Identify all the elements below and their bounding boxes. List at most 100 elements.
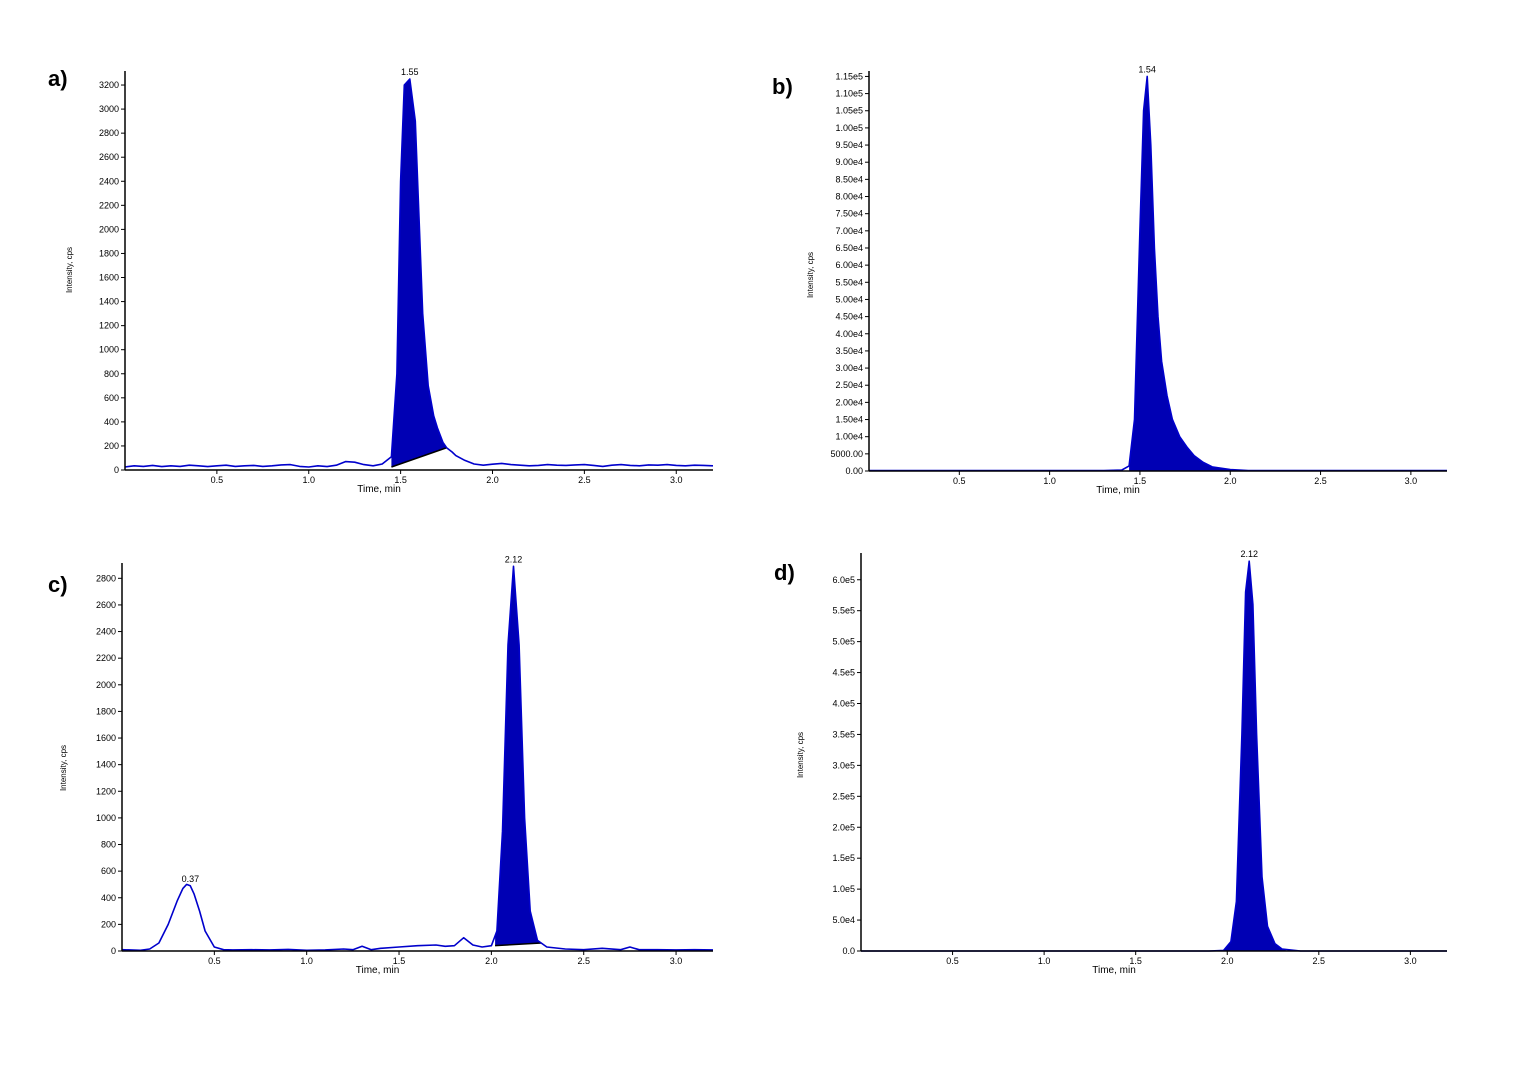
x-tick-label: 3.0 xyxy=(1405,476,1418,486)
y-tick-label: 1600 xyxy=(96,733,116,743)
y-axis-label: Intensity, cps xyxy=(59,745,68,791)
chromatogram-chart: 0 200 400 600 800 1000 1200 1400 1600 1800 2000 220… xyxy=(59,554,714,976)
x-tick-label: 2.5 xyxy=(1313,956,1326,966)
y-tick-label: 2000 xyxy=(96,680,116,690)
integrated-peak-area xyxy=(391,79,447,467)
y-tick-label: 4.00e4 xyxy=(835,329,863,339)
x-tick-label: 1.5 xyxy=(1134,476,1147,486)
y-tick-label: 2200 xyxy=(96,653,116,663)
y-tick-label: 400 xyxy=(101,893,116,903)
peak-label: 1.54 xyxy=(1138,64,1156,74)
y-tick-label: 1400 xyxy=(99,297,119,307)
x-axis-label: Time, min xyxy=(1092,965,1136,976)
y-tick-label: 2400 xyxy=(99,176,119,186)
y-tick-label: 1.00e4 xyxy=(835,432,863,442)
x-tick-label: 1.5 xyxy=(393,956,406,966)
y-tick-label: 3000 xyxy=(99,104,119,114)
y-tick-label: 2800 xyxy=(99,128,119,138)
y-tick-label: 800 xyxy=(104,369,119,379)
panel-label: b) xyxy=(772,74,793,99)
y-tick-label: 1.10e5 xyxy=(835,89,863,99)
y-tick-label: 2000 xyxy=(99,224,119,234)
y-tick-label: 2.00e4 xyxy=(835,397,863,407)
integration-baseline xyxy=(391,447,447,468)
panel-label: c) xyxy=(48,572,68,597)
x-tick-label: 2.0 xyxy=(1221,956,1234,966)
y-tick-label: 1.15e5 xyxy=(835,71,863,81)
y-tick-label: 600 xyxy=(104,393,119,403)
panel-label: d) xyxy=(774,560,795,585)
chromatogram-panel-d: d) 0.0 5.0e4 1.0e5 1.5e5 2.0e5 2.5e5 3.0e5 3.5e… xyxy=(760,510,1524,1010)
integrated-peak-area xyxy=(1129,82,1240,471)
y-tick-label: 8.50e4 xyxy=(835,174,863,184)
y-tick-label: 2800 xyxy=(96,573,116,583)
y-tick-label: 0.0 xyxy=(842,946,855,956)
y-tick-label: 2600 xyxy=(99,152,119,162)
chromatogram-chart: 0.00 5000.00 1.00e4 1.50e4 2.00e4 2.50e4 3.00e… xyxy=(806,64,1447,496)
chromatogram-trace xyxy=(124,78,714,468)
y-tick-label: 5000.00 xyxy=(830,449,863,459)
x-axis-label: Time, min xyxy=(1096,485,1140,496)
y-tick-label: 1.50e4 xyxy=(835,415,863,425)
chromatogram-panel-c: c) 0 200 400 600 800 1000 1200 1400 1600 1800 2000… xyxy=(0,510,760,1010)
y-tick-label: 4.0e5 xyxy=(832,699,855,709)
x-tick-label: 0.5 xyxy=(946,956,959,966)
y-tick-label: 2.5e5 xyxy=(832,791,855,801)
y-tick-label: 6.0e5 xyxy=(832,575,855,585)
x-tick-label: 2.0 xyxy=(1224,476,1237,486)
chromatogram-panel-a: a) 0 200 400 600 800 1000 1200 1400 1600 1800 2000… xyxy=(0,0,760,510)
y-tick-label: 400 xyxy=(104,417,119,427)
peak-label: 1.55 xyxy=(401,67,419,77)
y-tick-label: 1600 xyxy=(99,273,119,283)
peak-label: 2.12 xyxy=(1240,549,1258,559)
y-tick-label: 1.00e5 xyxy=(835,123,863,133)
y-tick-label: 2.50e4 xyxy=(835,380,863,390)
x-tick-label: 2.5 xyxy=(577,956,590,966)
x-tick-label: 1.0 xyxy=(302,475,315,485)
integrated-peak-area xyxy=(1223,564,1286,951)
chromatogram-chart: 0.0 5.0e4 1.0e5 1.5e5 2.0e5 2.5e5 3.0e5 3.5e5 4.… xyxy=(796,549,1447,976)
y-tick-label: 2.0e5 xyxy=(832,822,855,832)
y-tick-label: 7.00e4 xyxy=(835,226,863,236)
peak-label: 2.12 xyxy=(505,554,523,564)
y-tick-label: 600 xyxy=(101,866,116,876)
y-tick-label: 1800 xyxy=(99,248,119,258)
panel-label: a) xyxy=(48,66,68,91)
y-tick-label: 6.50e4 xyxy=(835,243,863,253)
y-tick-label: 1800 xyxy=(96,706,116,716)
y-tick-label: 1400 xyxy=(96,760,116,770)
y-tick-label: 0.00 xyxy=(845,466,863,476)
x-axis-label: Time, min xyxy=(357,484,401,495)
y-tick-label: 1.0e5 xyxy=(832,884,855,894)
y-tick-label: 9.50e4 xyxy=(835,140,863,150)
y-tick-label: 0 xyxy=(111,946,116,956)
chromatogram-panel-b: b) 0.00 5000.00 1.00e4 1.50e4 2.00e4 2.50e4 3.… xyxy=(760,0,1524,510)
chromatogram-trace xyxy=(868,75,1447,472)
y-axis-label: Intensity, cps xyxy=(796,732,805,778)
y-tick-label: 800 xyxy=(101,840,116,850)
y-tick-label: 2400 xyxy=(96,627,116,637)
y-tick-label: 5.5e5 xyxy=(832,606,855,616)
y-tick-label: 5.00e4 xyxy=(835,294,863,304)
y-tick-label: 1.05e5 xyxy=(835,106,863,116)
x-tick-label: 2.5 xyxy=(1314,476,1327,486)
x-tick-label: 1.5 xyxy=(394,475,407,485)
x-tick-label: 1.5 xyxy=(1129,956,1142,966)
y-tick-label: 2600 xyxy=(96,600,116,610)
x-tick-label: 0.5 xyxy=(208,956,221,966)
x-tick-label: 1.0 xyxy=(1043,476,1056,486)
chromatogram-trace xyxy=(121,565,714,952)
y-tick-label: 2200 xyxy=(99,200,119,210)
y-tick-label: 3.50e4 xyxy=(835,346,863,356)
y-axis-label: Intensity, cps xyxy=(806,252,815,298)
x-tick-label: 0.5 xyxy=(211,475,224,485)
integration-baseline xyxy=(495,942,542,947)
y-tick-label: 3.5e5 xyxy=(832,729,855,739)
y-tick-label: 9.00e4 xyxy=(835,157,863,167)
y-tick-label: 3.00e4 xyxy=(835,363,863,373)
y-tick-label: 1.5e5 xyxy=(832,853,855,863)
y-tick-label: 5.50e4 xyxy=(835,277,863,287)
x-tick-label: 3.0 xyxy=(670,956,683,966)
x-tick-label: 3.0 xyxy=(670,475,683,485)
y-tick-label: 1200 xyxy=(99,321,119,331)
